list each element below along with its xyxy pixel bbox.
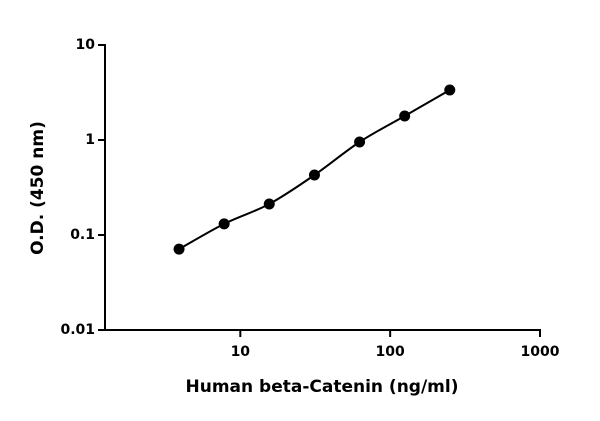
point bbox=[399, 110, 411, 122]
x-axis-label: Human beta-Catenin (ng/ml) bbox=[185, 377, 458, 397]
point bbox=[263, 198, 275, 210]
point bbox=[354, 136, 366, 148]
x-tick-label: 10 bbox=[231, 344, 251, 360]
y-axis-label: O.D. (450 nm) bbox=[28, 121, 48, 255]
x-tick-label: 100 bbox=[376, 344, 405, 360]
y-tick-label: 1 bbox=[85, 132, 95, 148]
y-tick-label: 10 bbox=[76, 37, 96, 53]
point bbox=[173, 243, 185, 255]
point bbox=[308, 169, 320, 181]
x-tick-label: 1000 bbox=[521, 344, 560, 360]
y-tick-label: 0.01 bbox=[60, 322, 95, 338]
point bbox=[444, 84, 456, 96]
y-tick-label: 0.1 bbox=[70, 227, 95, 243]
point bbox=[218, 218, 230, 230]
